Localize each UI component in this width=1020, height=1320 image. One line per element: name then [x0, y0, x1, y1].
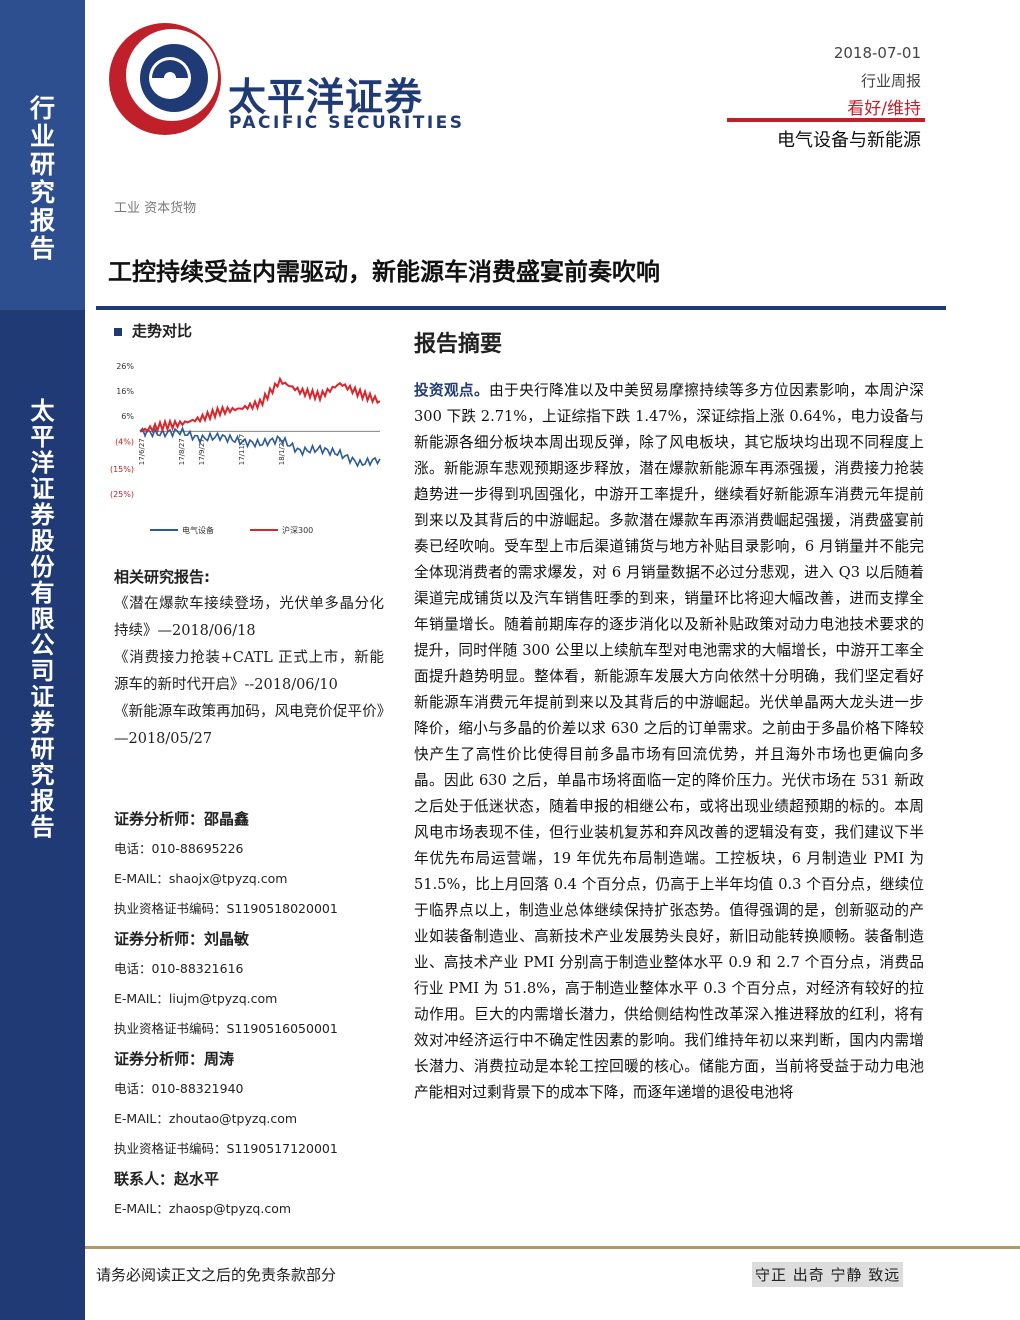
sidebar-company-label: 太平洋证券股份有限公司证券研究报告: [30, 396, 55, 841]
page-title: 工控持续受益内需驱动，新能源车消费盛宴前奏吹响: [108, 257, 660, 286]
analyst-heading: 证券分析师：刘晶敏: [114, 930, 250, 948]
brand-name-en: PACIFIC SECURITIES: [229, 113, 465, 133]
y-tick-label: (4%): [115, 437, 134, 446]
related-reports: 相关研究报告: 《潜在爆款车接续登场，光伏单多晶分化持续》—2018/06/18…: [114, 566, 384, 753]
square-bullet-icon: [114, 327, 122, 336]
legend-label: 电气设备: [182, 525, 214, 535]
analyst-cert: 执业资格证书编码：S1190517120001: [114, 1141, 338, 1156]
y-tick-label: 6%: [121, 412, 134, 421]
related-item[interactable]: 《消费接力抢装+CATL 正式上市，新能源车的新时代开启》--2018/06/1…: [114, 650, 384, 693]
analyst-email[interactable]: E-MAIL：liujm@tpyzq.com: [114, 991, 278, 1006]
related-heading: 相关研究报告:: [114, 568, 210, 586]
analyst-phone: 电话：010-88695226: [114, 841, 244, 856]
related-item[interactable]: 《新能源车政策再加码，风电竞价促平价》—2018/05/27: [114, 704, 384, 747]
series-line: [139, 376, 381, 434]
related-item[interactable]: 《潜在爆款车接续登场，光伏单多晶分化持续》—2018/06/18: [114, 596, 384, 639]
analyst-cert: 执业资格证书编码：S1190516050001: [114, 1021, 338, 1036]
analyst-heading: 证券分析师：周涛: [114, 1050, 235, 1068]
sector-label: 电气设备与新能源: [777, 130, 921, 151]
sidebar-report-label: 行业研究报告: [29, 94, 55, 263]
header-red-rule: [727, 118, 925, 122]
x-tick-label: 18/1/27: [278, 438, 286, 465]
report-type: 行业周报: [860, 72, 921, 90]
report-date: 2018-07-01: [833, 44, 921, 62]
x-tick-label: 17/11/27: [238, 434, 246, 465]
sidebar-top-block: [0, 0, 85, 310]
summary-lead: 投资观点。: [414, 382, 490, 399]
summary-text: 由于央行降准以及中美贸易摩擦持续等多方位因素影响，本周沪深 300 下跌 2.7…: [414, 382, 924, 1101]
contact-email[interactable]: E-MAIL：zhaosp@tpyzq.com: [114, 1201, 292, 1216]
x-tick-label: 17/9/27: [198, 438, 206, 465]
title-rule: [96, 306, 946, 310]
analyst-phone: 电话：010-88321616: [114, 961, 244, 976]
analyst-email[interactable]: E-MAIL：shaojx@tpyzq.com: [114, 871, 288, 886]
summary-heading: 报告摘要: [414, 331, 503, 357]
analyst-email[interactable]: E-MAIL：zhoutao@tpyzq.com: [114, 1111, 298, 1126]
footer-rule: [85, 1246, 1020, 1249]
analyst-list: 证券分析师：邵晶鑫 电话：010-88695226 E-MAIL：shaojx@…: [114, 804, 404, 1224]
company-logo-icon: [109, 23, 221, 135]
analyst-cert: 执业资格证书编码：S1190518020001: [114, 901, 338, 916]
footer-motto: 守正 出奇 宁静 致远: [752, 1262, 904, 1287]
analyst-heading: 证券分析师：邵晶鑫: [114, 810, 250, 828]
x-tick-label: 17/6/27: [138, 438, 146, 465]
x-tick-label: 17/8/27: [178, 438, 186, 465]
y-tick-label: (15%): [110, 465, 134, 474]
trend-heading-text: 走势对比: [132, 322, 193, 340]
analyst-phone: 电话：010-88321940: [114, 1081, 244, 1096]
breadcrumb: 工业 资本货物: [114, 201, 197, 216]
trend-chart: 26% 16% 6% (4%) (15%) (25%) 17/6/27 17/8/27 17/9…: [110, 362, 381, 535]
summary-body: 投资观点。由于央行降准以及中美贸易摩擦持续等多方位因素影响，本周沪深 300 下…: [414, 378, 924, 1106]
left-sidebar: 行业研究报告 太平洋证券股份有限公司证券研究报告: [0, 0, 85, 1320]
legend-label: 沪深300: [282, 525, 313, 535]
rating-label: 看好/维持: [847, 99, 921, 119]
trend-heading: 走势对比: [114, 320, 192, 341]
contact-heading: 联系人：赵水平: [114, 1170, 220, 1188]
brand-name-cn: 太平洋证券: [228, 75, 424, 119]
footer-disclaimer: 请务必阅读正文之后的免责条款部分: [96, 1266, 337, 1284]
series-line: [139, 425, 381, 468]
y-tick-label: 26%: [116, 362, 134, 371]
y-tick-label: 16%: [116, 387, 134, 396]
y-tick-label: (25%): [110, 490, 134, 499]
